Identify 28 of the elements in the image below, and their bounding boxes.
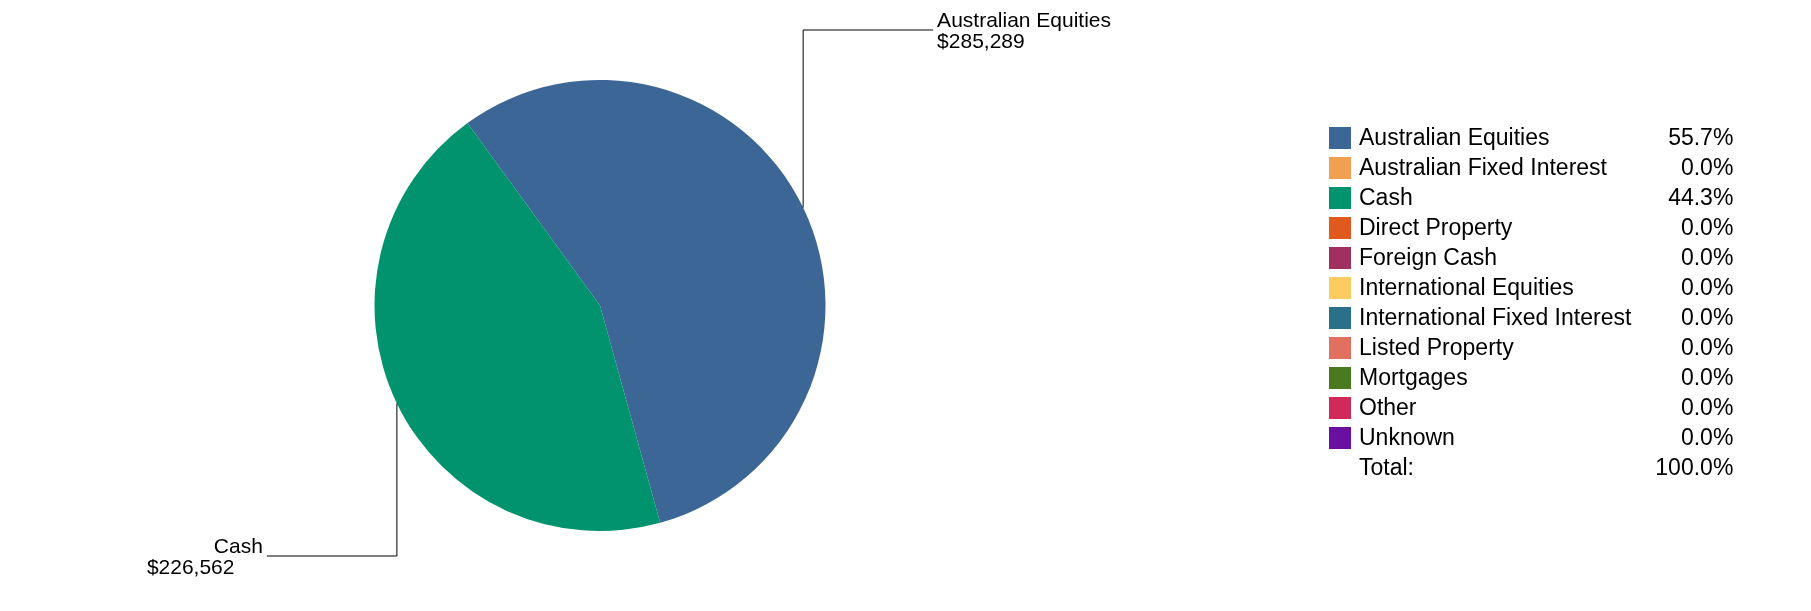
legend-label: Unknown <box>1358 422 1456 452</box>
text: 100.0% <box>1655 453 1734 480</box>
legend-label: Cash <box>1358 182 1414 212</box>
text: 0.0% <box>1680 243 1734 270</box>
text: 0.0% <box>1680 393 1734 420</box>
text: 0.0% <box>1680 363 1734 390</box>
data-label: 55.7% <box>1667 122 1735 152</box>
legend-label: Mortgages <box>1358 362 1469 392</box>
data-label: 44.3% <box>1667 182 1735 212</box>
legend-label: Australian Fixed Interest <box>1358 152 1608 182</box>
slice-label: Cash <box>213 534 263 558</box>
text: 0.0% <box>1680 213 1734 240</box>
text: $285,289 <box>937 29 1025 53</box>
text: $226,562 <box>146 555 235 579</box>
legend-label: International Fixed Interest <box>1358 302 1633 332</box>
legend-label: Australian Equities <box>1358 122 1551 152</box>
text: 0.0% <box>1680 333 1734 360</box>
text: 0.0% <box>1680 273 1734 300</box>
slice-label: Australian Equities <box>937 8 1112 32</box>
legend-label: Foreign Cash <box>1358 242 1499 272</box>
text: 0.0% <box>1680 303 1734 330</box>
text: Total: <box>1358 452 1415 482</box>
text: 0.0% <box>1680 153 1734 180</box>
legend-label: International Equities <box>1358 272 1575 302</box>
legend-label: Direct Property <box>1358 212 1514 242</box>
legend-label: Listed Property <box>1358 332 1515 362</box>
text: 0.0% <box>1680 423 1734 450</box>
legend-label: Other <box>1358 392 1418 422</box>
